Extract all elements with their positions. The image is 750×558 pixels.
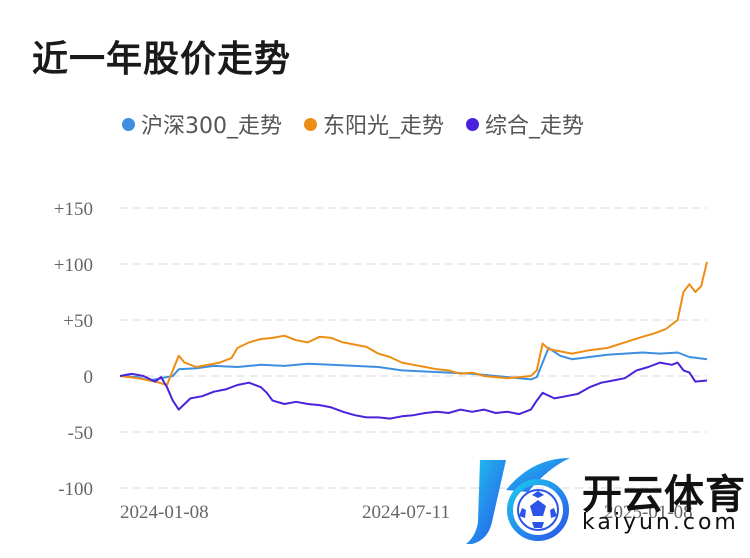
chart-legend: 沪深300_走势 东阳光_走势 综合_走势 (122, 108, 584, 140)
watermark-cn: 开云体育 (582, 472, 746, 518)
y-tick-label: -50 (68, 423, 93, 444)
grid-layer (120, 207, 707, 489)
series-line-dongyangguang (119, 261, 708, 386)
y-tick-label: +100 (54, 255, 93, 276)
y-tick-label: +50 (63, 311, 93, 332)
x-axis-ticks: 2024-01-08 2024-07-11 2025-01-08 (120, 502, 693, 523)
watermark-en: kaiyun.com (582, 510, 739, 535)
x-tick-label: 2024-07-11 (362, 502, 450, 523)
legend-dot-hs300 (122, 117, 135, 131)
legend-item-hs300[interactable]: 沪深300_走势 (122, 108, 282, 140)
y-tick-label: 0 (84, 367, 94, 388)
x-tick-label: 2024-01-08 (120, 502, 209, 523)
legend-item-composite[interactable]: 综合_走势 (466, 108, 584, 140)
y-tick-label: +150 (54, 199, 93, 220)
y-tick-label: -100 (58, 479, 93, 500)
legend-dot-dongyangguang (304, 117, 317, 131)
series-line-composite (119, 361, 708, 420)
y-axis-ticks: +150 +100 +50 0 -50 -100 (54, 199, 93, 500)
series-line-hs300 (119, 347, 708, 382)
watermark-logo: 开云体育 kaiyun.com (462, 452, 747, 552)
legend-label-hs300: 沪深300_走势 (141, 114, 282, 139)
series-layer (119, 261, 708, 420)
page-title: 近一年股价走势 (32, 39, 292, 80)
legend-item-dongyangguang[interactable]: 东阳光_走势 (304, 108, 444, 140)
x-tick-label: 2025-01-08 (604, 502, 693, 523)
legend-label-composite: 综合_走势 (485, 114, 585, 139)
legend-label-dongyangguang: 东阳光_走势 (323, 114, 445, 139)
kaiyun-logo-icon (466, 458, 570, 544)
legend-dot-composite (466, 117, 480, 131)
